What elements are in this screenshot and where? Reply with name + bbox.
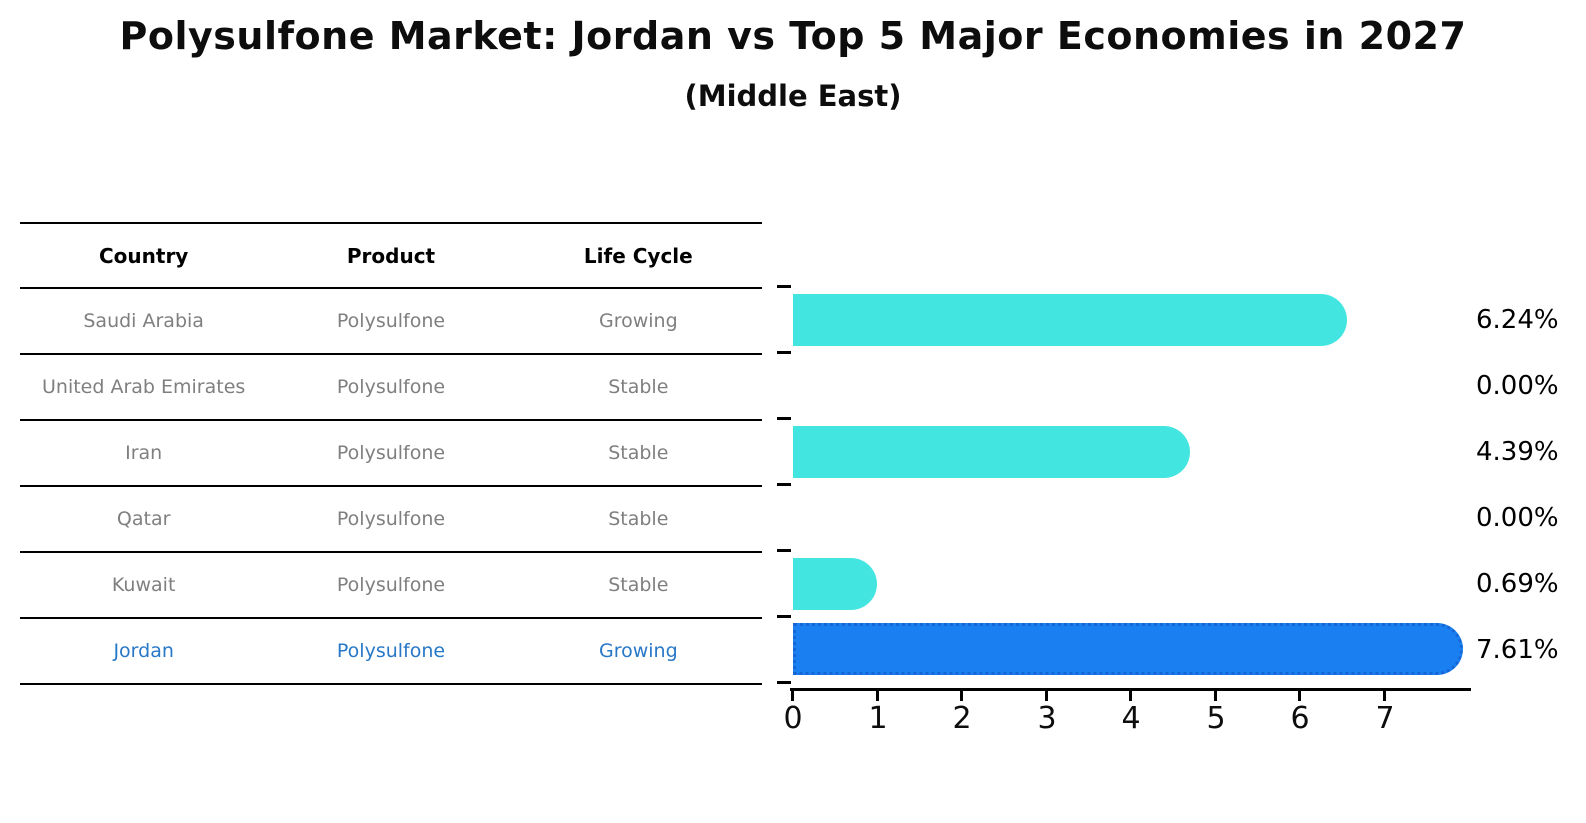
x-axis-tick [876, 690, 879, 701]
x-axis-tick [1045, 690, 1048, 701]
x-axis-tick [791, 690, 794, 701]
cell-lifecycle: Stable [608, 376, 669, 398]
x-axis-tick-label: 3 [1037, 701, 1057, 736]
header-cell-country: Country [98, 243, 189, 268]
x-axis-tick-label: 1 [868, 701, 888, 736]
table-row-iran: Iran Polysulfone Stable [20, 421, 762, 487]
value-label-jordan: 7.61% [1476, 635, 1559, 665]
cell-country: United Arab Emirates [42, 376, 246, 398]
x-axis-tick [1383, 690, 1386, 701]
summary-table: Country Product Life Cycle Saudi Arabia … [20, 222, 762, 685]
cell-product: Polysulfone [336, 508, 446, 530]
y-axis-tick [777, 417, 791, 420]
x-axis-tick-label: 4 [1121, 701, 1141, 736]
x-axis-tick-label: 5 [1206, 701, 1226, 736]
cell-country: Qatar [116, 508, 171, 530]
cell-country: Kuwait [111, 574, 176, 596]
x-axis-tick-label: 2 [952, 701, 972, 736]
value-label-kuwait: 0.69% [1476, 569, 1559, 599]
x-axis-tick [1298, 690, 1301, 701]
header-cell-product: Product [346, 243, 436, 268]
cell-country: Iran [125, 442, 163, 464]
cell-product: Polysulfone [336, 442, 446, 464]
y-axis-tick [777, 549, 791, 552]
cell-country: Jordan [113, 640, 174, 662]
cell-lifecycle: Stable [608, 508, 669, 530]
y-axis-tick [777, 351, 791, 354]
header-cell-lifecycle: Life Cycle [583, 243, 693, 268]
x-axis-tick [1129, 690, 1132, 701]
cell-product: Polysulfone [336, 640, 446, 662]
bar-kuwait [793, 558, 877, 610]
cell-product: Polysulfone [336, 376, 446, 398]
value-label-qatar: 0.00% [1476, 503, 1559, 533]
table-row-saudi-arabia: Saudi Arabia Polysulfone Growing [20, 289, 762, 355]
cell-lifecycle: Growing [598, 640, 678, 662]
y-axis-tick [777, 615, 791, 618]
x-axis-tick-label: 6 [1290, 701, 1310, 736]
y-axis-tick [777, 483, 791, 486]
cell-lifecycle: Stable [608, 442, 669, 464]
chart-title: Polysulfone Market: Jordan vs Top 5 Majo… [119, 14, 1467, 58]
bar-iran [793, 426, 1190, 478]
x-axis-tick-label: 7 [1375, 701, 1395, 736]
cell-product: Polysulfone [336, 310, 446, 332]
cell-lifecycle: Growing [598, 310, 678, 332]
x-axis-tick [960, 690, 963, 701]
table-row-qatar: Qatar Polysulfone Stable [20, 487, 762, 553]
table-row-jordan: Jordan Polysulfone Growing [20, 619, 762, 685]
value-label-united-arab-emirates: 0.00% [1476, 371, 1559, 401]
x-axis-tick-label: 0 [783, 701, 803, 736]
y-axis-tick [777, 285, 791, 288]
cell-product: Polysulfone [336, 574, 446, 596]
cell-country: Saudi Arabia [83, 310, 204, 332]
value-label-iran: 4.39% [1476, 437, 1559, 467]
x-axis-line [790, 688, 1471, 691]
table-header-row: Country Product Life Cycle [20, 224, 762, 289]
value-label-saudi-arabia: 6.24% [1476, 305, 1559, 335]
x-axis-tick [1214, 690, 1217, 701]
table-row-kuwait: Kuwait Polysulfone Stable [20, 553, 762, 619]
table-row-uae: United Arab Emirates Polysulfone Stable [20, 355, 762, 421]
y-axis-tick [777, 681, 791, 684]
cell-lifecycle: Stable [608, 574, 669, 596]
bar-jordan [793, 623, 1463, 675]
bar-saudi-arabia [793, 294, 1347, 346]
chart-subtitle: (Middle East) [684, 79, 902, 113]
